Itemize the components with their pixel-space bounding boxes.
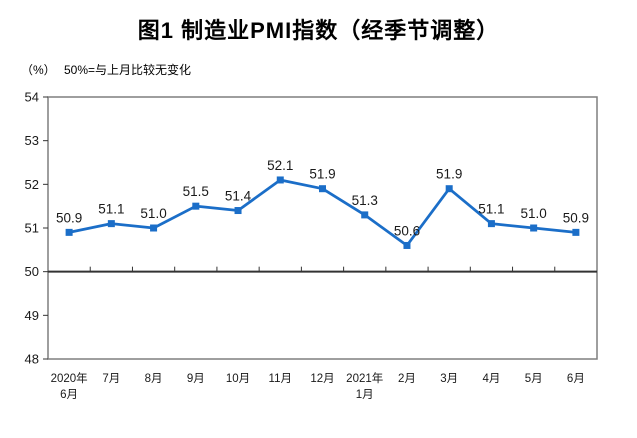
data-point-marker xyxy=(192,202,200,210)
x-tick-label: 7月 xyxy=(102,373,120,385)
y-tick-label: 54 xyxy=(25,90,39,105)
data-point-label: 51.3 xyxy=(352,193,378,208)
data-point-marker xyxy=(276,176,284,184)
data-point-label: 52.1 xyxy=(267,158,293,173)
y-tick-label: 52 xyxy=(25,177,39,192)
data-point-label: 51.9 xyxy=(436,167,462,182)
chart-title: 图1 制造业PMI指数（经季节调整） xyxy=(137,18,500,43)
data-point-marker xyxy=(65,228,73,236)
x-tick-label: 11月 xyxy=(269,373,292,385)
x-tick-label: 12月 xyxy=(310,373,334,385)
data-point-marker xyxy=(530,224,538,232)
data-point-label: 50.6 xyxy=(394,223,420,238)
x-tick-label: 2020年 xyxy=(51,371,88,385)
data-point-marker xyxy=(572,228,580,236)
x-tick-label: 10月 xyxy=(226,373,250,385)
data-point-label: 51.0 xyxy=(140,206,166,221)
x-tick-label: 3月 xyxy=(440,373,458,385)
data-point-label: 51.1 xyxy=(478,202,504,217)
x-tick-label: 6月 xyxy=(60,389,78,401)
data-point-marker xyxy=(445,185,453,193)
plot-frame xyxy=(47,96,598,360)
x-tick-label: 8月 xyxy=(145,373,163,385)
data-point-label: 50.9 xyxy=(56,210,82,225)
data-point-label: 50.9 xyxy=(563,210,589,225)
data-point-label: 51.9 xyxy=(309,167,335,182)
y-tick-label: 49 xyxy=(25,308,39,323)
x-tick-label: 2021年 xyxy=(346,371,383,385)
data-point-marker xyxy=(234,207,242,215)
data-point-marker xyxy=(361,211,369,219)
y-axis-unit-label: （%） xyxy=(21,63,56,77)
x-tick-label: 9月 xyxy=(187,373,205,385)
y-tick-label: 51 xyxy=(25,221,39,236)
y-tick-label: 48 xyxy=(25,352,39,367)
x-tick-label: 2月 xyxy=(398,373,416,385)
x-tick-label: 6月 xyxy=(567,373,585,385)
data-point-label: 51.0 xyxy=(521,206,547,221)
data-point-marker xyxy=(107,220,115,228)
baseline-annotation: 50%=与上月比较无变化 xyxy=(64,63,192,77)
x-tick-label: 1月 xyxy=(356,389,374,401)
data-point-marker xyxy=(487,220,495,228)
y-tick-label: 53 xyxy=(25,133,39,148)
data-point-marker xyxy=(403,241,411,249)
y-tick-label: 50 xyxy=(25,264,39,279)
x-tick-label: 5月 xyxy=(525,373,543,385)
data-point-label: 51.4 xyxy=(225,189,252,204)
data-point-marker xyxy=(319,185,326,193)
x-tick-label: 4月 xyxy=(482,373,500,385)
data-point-label: 51.5 xyxy=(183,184,209,199)
data-point-marker xyxy=(150,224,158,232)
data-point-label: 51.1 xyxy=(98,202,124,217)
